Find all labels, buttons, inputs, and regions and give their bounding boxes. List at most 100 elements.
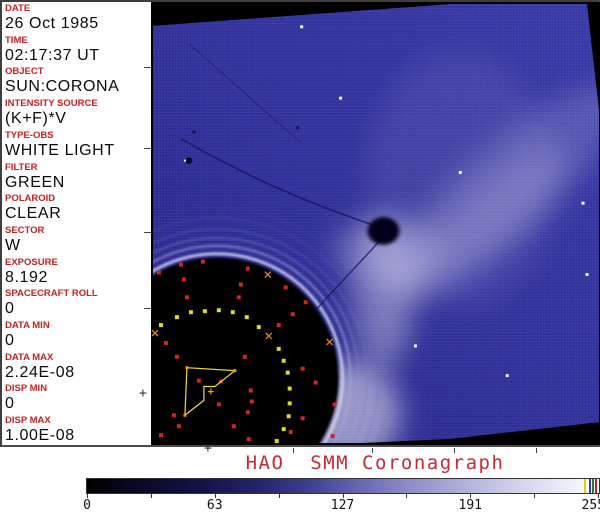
x-marker [264, 271, 272, 278]
field-label: DATE [5, 3, 31, 14]
polygon-vertex [185, 366, 189, 370]
field-value: 0 [5, 332, 15, 349]
yellow-fiducial-dot [286, 414, 291, 419]
red-fiducial-dot [163, 340, 168, 345]
colorbar-tick-label: 0 [83, 498, 91, 513]
left-axis-tick [144, 67, 151, 68]
field-label: SPACECRAFT ROLL [5, 288, 98, 300]
image-field [152, 3, 600, 444]
star-speck [458, 170, 462, 174]
metadata-field: SPACECRAFT ROLL 0 [5, 288, 149, 318]
field-value: 8.192 [5, 268, 49, 286]
dark-speck [296, 126, 300, 130]
red-fiducial-dot [249, 399, 254, 404]
red-fiducial-dot [246, 437, 251, 442]
colorbar-overlay-stripe [584, 479, 586, 493]
yellow-fiducial-dot [256, 325, 261, 330]
colorbar-tick [87, 493, 88, 498]
colorbar-tick [214, 493, 216, 498]
red-fiducial-dot [174, 354, 179, 359]
sun-center-plus-left: + [139, 386, 147, 401]
colorbar-tick [342, 493, 344, 498]
red-fiducial-dot [216, 402, 221, 407]
red-fiducial-dot [300, 416, 305, 421]
yellow-fiducial-dot [216, 308, 221, 313]
bottom-axis-tick [454, 448, 455, 453]
yellow-fiducial-dot [158, 323, 163, 328]
coronagraph-svg [151, 2, 600, 445]
red-fiducial-dot [248, 388, 253, 393]
colorbar-tick [278, 493, 280, 498]
colorbar-tick-label: 255 [581, 498, 600, 513]
metadata-field: EXPOSURE 8.192 [5, 257, 149, 287]
colorbar-overlay-stripe [595, 479, 597, 493]
occulter-ball [367, 217, 400, 245]
field-label: INTENSITY SOURCE [5, 98, 98, 110]
red-fiducial-dot [181, 277, 186, 282]
field-label: EXPOSURE [5, 256, 58, 268]
colorbar-tick [150, 493, 152, 498]
metadata-field: INTENSITY SOURCE (K+F)*V [5, 98, 149, 128]
field-value: W [5, 236, 21, 254]
star-speck [581, 201, 585, 205]
metadata-field: SECTOR W [5, 225, 149, 255]
star-speck [413, 344, 417, 348]
colorbar-tick [598, 493, 599, 498]
colorbar-tick [534, 493, 536, 498]
yellow-fiducial-dot [287, 401, 292, 406]
diffraction-rings [152, 206, 391, 444]
metadata-field: POLAROID CLEAR [5, 193, 149, 223]
field-value: (K+F)*V [5, 110, 67, 128]
field-value: 02:17:37 UT [5, 46, 100, 64]
support-wire [180, 138, 379, 228]
field-value: WHITE LIGHT [5, 141, 115, 159]
metadata-field: DISP MIN 0 [5, 383, 149, 413]
field-value: SUN:CORONA [5, 78, 120, 96]
red-fiducial-dot [276, 323, 281, 328]
red-fiducial-dot [231, 424, 236, 429]
yellow-fiducial-dot [274, 439, 279, 444]
red-fiducial-dot [245, 410, 250, 415]
star-speck [339, 96, 343, 100]
colorbar [86, 478, 600, 494]
field-label: FILTER [5, 161, 38, 173]
field-label: SECTOR [5, 224, 45, 236]
metadata-field: FILTER GREEN [5, 162, 149, 192]
metadata-field: TYPE-OBS WHITE LIGHT [5, 130, 149, 160]
x-marker [326, 338, 334, 346]
metadata-field: OBJECT SUN:CORONA [5, 66, 149, 96]
field-value: 26 Oct 1985 [5, 15, 99, 32]
yellow-fiducial-dot [188, 310, 193, 315]
star-speck [585, 273, 589, 277]
dark-speck [192, 130, 196, 134]
red-fiducial-dot [283, 285, 288, 290]
coronagraph-image [151, 2, 600, 445]
field-value: 0 [5, 395, 15, 413]
field-value: 2.24E-08 [5, 363, 75, 381]
yellow-fiducial-dot [287, 386, 292, 391]
metadata-field: TIME 02:17:37 UT [5, 35, 149, 65]
colorbar-tick [470, 493, 472, 498]
bottom-axis-tick [293, 448, 294, 453]
polygon-vertex [233, 369, 237, 373]
yellow-fiducial-dot [281, 358, 286, 363]
left-axis-tick [144, 308, 151, 309]
colorbar-overlay-stripe [589, 479, 591, 493]
field-label: POLAROID [5, 193, 56, 205]
metadata-field: DISP MAX 1.00E-08 [5, 415, 149, 445]
colorbar-tick-label: 127 [330, 498, 355, 513]
field-label: DATA MAX [5, 351, 54, 363]
dust-spot-highlight [183, 159, 186, 162]
dust-spot [185, 157, 193, 165]
red-fiducial-dot [176, 424, 181, 429]
red-fiducial-dot [200, 259, 205, 264]
metadata-sidebar: DATE 26 Oct 1985 TIME 02:17:37 UT OBJECT SUN:… [2, 2, 150, 445]
yellow-fiducial-dot [174, 315, 179, 320]
bottom-axis-tick [536, 448, 537, 453]
red-fiducial-dot [158, 433, 163, 438]
x-marker [265, 332, 273, 340]
polygon-plus-marker [207, 388, 214, 395]
field-label: OBJECT [5, 66, 44, 78]
yellow-fiducial-dot [202, 309, 207, 314]
